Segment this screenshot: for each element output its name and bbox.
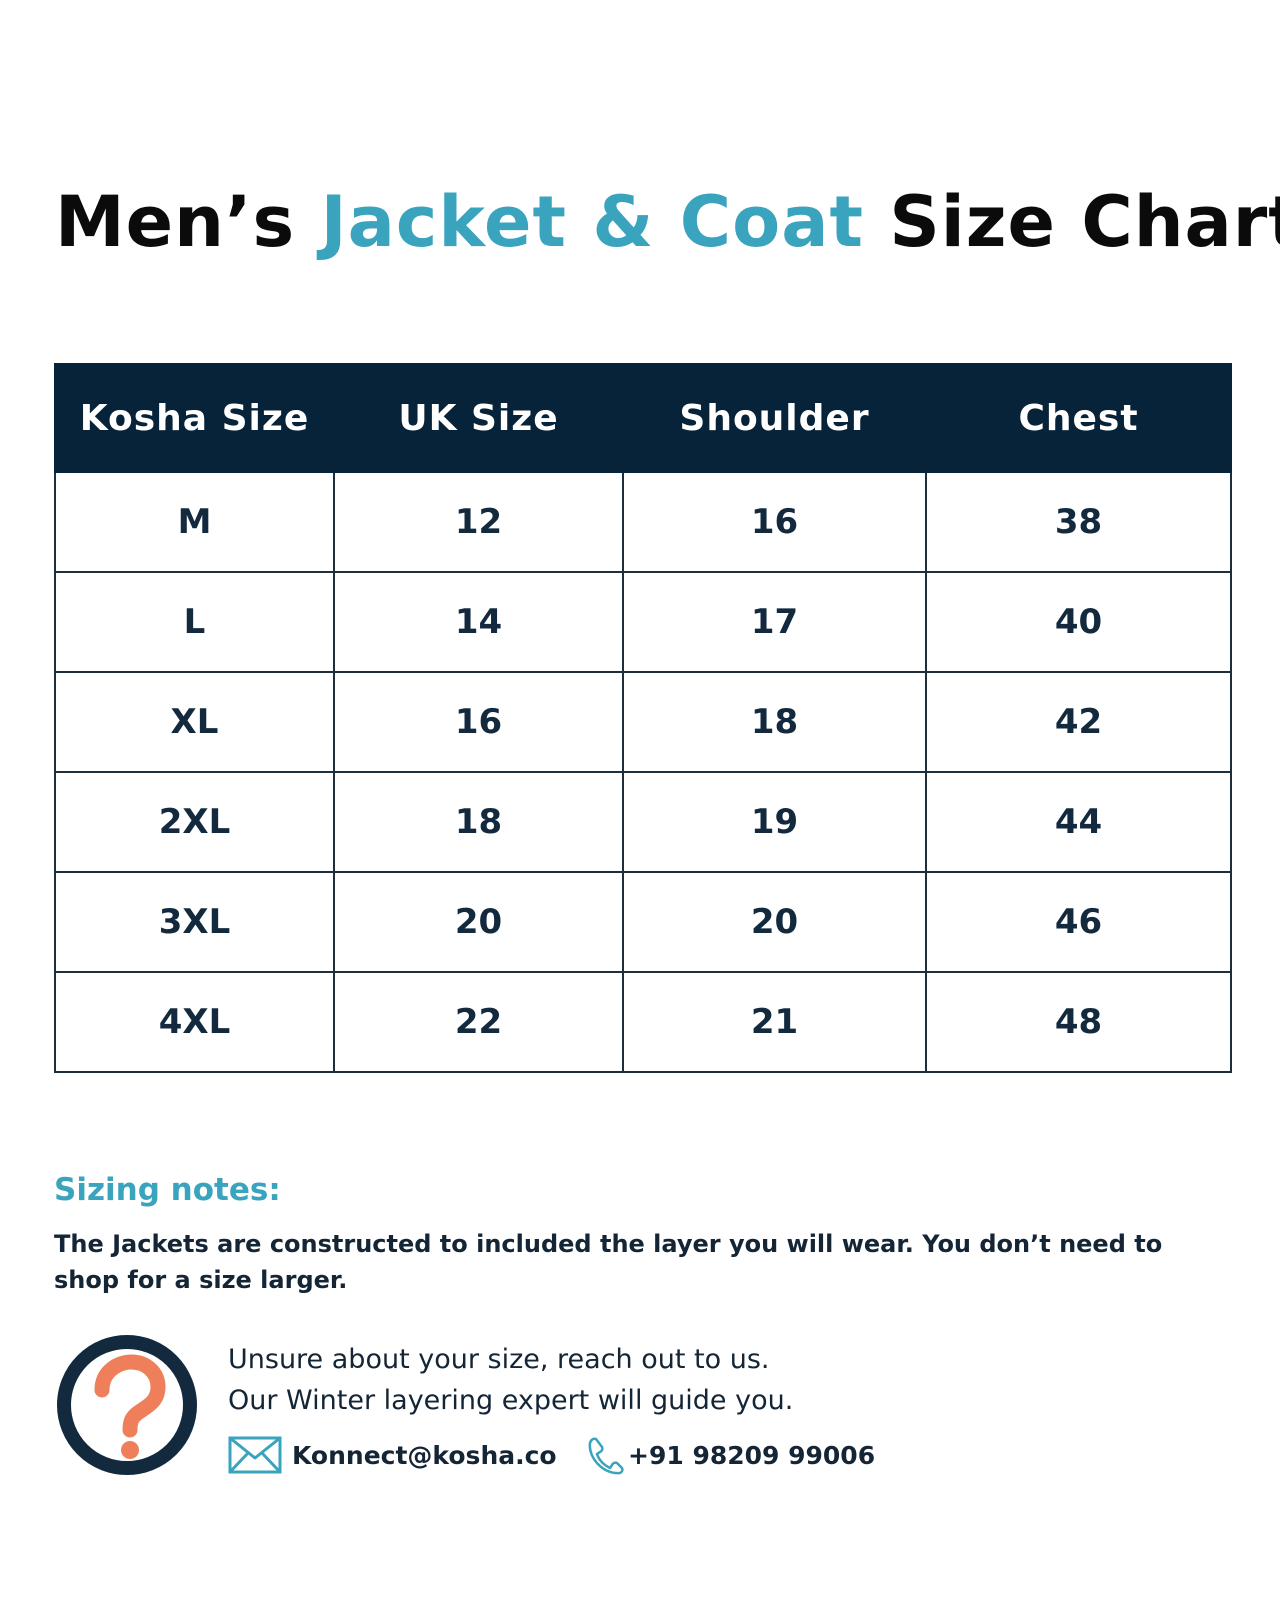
title-part-1: Men’s [55,181,296,263]
table-body: M 12 16 38 L 14 17 40 XL 16 18 42 2XL 18… [54,471,1232,1073]
help-line-1: Unsure about your size, reach out to us. [228,1344,770,1375]
table-row: 3XL 20 20 46 [54,871,1232,973]
email-link[interactable]: Konnect@kosha.co [228,1434,557,1476]
cell-uk-size: 12 [333,471,624,573]
cell-shoulder: 21 [622,971,927,1073]
phone-number: +91 98209 99006 [628,1440,876,1470]
table-row: XL 16 18 42 [54,671,1232,773]
table-row: L 14 17 40 [54,571,1232,673]
header-uk-size: UK Size [333,363,624,473]
question-circle-icon [54,1332,200,1478]
table-header: Kosha Size UK Size Shoulder Chest [54,363,1232,473]
cell-chest: 48 [925,971,1232,1073]
header-shoulder: Shoulder [622,363,927,473]
email-address: Konnect@kosha.co [292,1440,557,1470]
cell-chest: 44 [925,771,1232,873]
cell-kosha-size: 3XL [54,871,335,973]
cell-kosha-size: XL [54,671,335,773]
size-table: Kosha Size UK Size Shoulder Chest M 12 1… [54,363,1232,1073]
cell-kosha-size: 2XL [54,771,335,873]
phone-icon [588,1437,624,1475]
cell-chest: 42 [925,671,1232,773]
cell-uk-size: 14 [333,571,624,673]
cell-kosha-size: M [54,471,335,573]
cell-shoulder: 18 [622,671,927,773]
cell-shoulder: 20 [622,871,927,973]
header-row: Kosha Size UK Size Shoulder Chest [54,363,1232,473]
cell-shoulder: 17 [622,571,927,673]
sizing-notes-text: The Jackets are constructed to included … [54,1230,1163,1294]
phone-link[interactable]: +91 98209 99006 [586,1434,875,1476]
cell-uk-size: 16 [333,671,624,773]
cell-uk-size: 20 [333,871,624,973]
cell-chest: 46 [925,871,1232,973]
table-row: 4XL 22 21 48 [54,971,1232,1073]
cell-chest: 40 [925,571,1232,673]
cell-shoulder: 16 [622,471,927,573]
cell-shoulder: 19 [622,771,927,873]
help-line-2: Our Winter layering expert will guide yo… [228,1385,794,1416]
cell-chest: 38 [925,471,1232,573]
cell-uk-size: 22 [333,971,624,1073]
table-row: M 12 16 38 [54,471,1232,573]
mail-icon [228,1436,282,1474]
header-kosha-size: Kosha Size [54,363,335,473]
page-title: Men’s Jacket & Coat Size Chart [55,181,1280,263]
table-row: 2XL 18 19 44 [54,771,1232,873]
cell-kosha-size: 4XL [54,971,335,1073]
title-part-2: Size Chart [889,181,1280,263]
cell-uk-size: 18 [333,771,624,873]
header-chest: Chest [925,363,1232,473]
cell-kosha-size: L [54,571,335,673]
title-accent: Jacket & Coat [320,181,864,263]
sizing-notes-heading: Sizing notes: [54,1172,281,1208]
